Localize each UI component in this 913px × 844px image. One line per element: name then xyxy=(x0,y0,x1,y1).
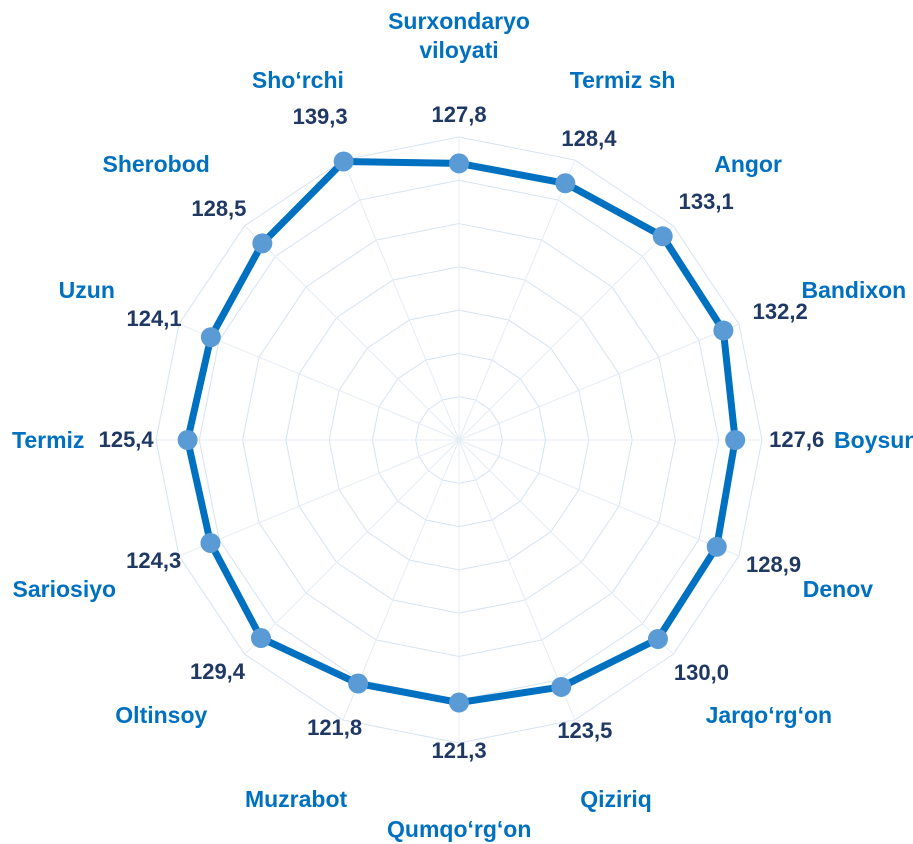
page: (() => { const data = JSON.parse(documen… xyxy=(12,8,913,842)
spoke xyxy=(458,439,674,655)
category-label: Boysun xyxy=(834,426,913,453)
category-label: Oltinsoy xyxy=(115,701,208,728)
value-label: 139,3 xyxy=(292,104,348,130)
marker xyxy=(200,327,221,348)
spoke xyxy=(458,439,740,557)
category-label: Qumqo‘rg‘on xyxy=(387,816,532,842)
value-label: 127,6 xyxy=(769,427,825,452)
category-label: Jarqo‘rg‘on xyxy=(705,701,833,728)
spoke xyxy=(342,159,460,441)
marker xyxy=(177,430,198,450)
category-label: Uzun xyxy=(58,277,115,304)
spoke xyxy=(178,439,460,557)
value-label: 121,8 xyxy=(307,714,363,740)
value-label: 128,4 xyxy=(561,125,617,151)
marker xyxy=(555,173,576,194)
marker xyxy=(333,151,354,172)
value-label: 123,5 xyxy=(557,718,613,744)
marker xyxy=(652,226,673,247)
value-label: 132,2 xyxy=(752,299,808,325)
spoke xyxy=(458,225,674,441)
value-label: 124,1 xyxy=(126,305,182,331)
marker xyxy=(200,532,221,553)
category-label: Termiz xyxy=(12,426,85,453)
marker xyxy=(713,320,734,341)
marker xyxy=(449,692,469,713)
value-label: 121,3 xyxy=(431,737,487,763)
value-label: 128,9 xyxy=(746,552,802,578)
category-label: Sho‘rchi xyxy=(251,66,344,93)
category-label: Sherobod xyxy=(102,151,210,178)
value-label: 133,1 xyxy=(678,189,734,215)
category-label: Termiz sh xyxy=(569,66,676,93)
marker xyxy=(449,153,469,174)
marker xyxy=(348,673,369,694)
value-label: 125,4 xyxy=(98,427,154,452)
spoke xyxy=(458,159,576,441)
value-label: 129,4 xyxy=(189,658,246,684)
spoke xyxy=(244,225,460,441)
marker xyxy=(250,628,271,649)
spoke xyxy=(342,439,460,721)
category-label: Angor xyxy=(714,151,782,178)
marker xyxy=(725,430,746,450)
marker xyxy=(551,676,572,697)
marker xyxy=(706,536,727,557)
value-label: 130,0 xyxy=(673,659,729,685)
category-label: Sariosiyo xyxy=(12,575,117,602)
marker xyxy=(647,628,668,649)
category-label: Muzrabot xyxy=(244,786,348,813)
spoke xyxy=(458,323,740,441)
value-label: 127,8 xyxy=(431,102,487,128)
spoke xyxy=(244,439,460,655)
spoke xyxy=(458,439,576,721)
value-label: 128,5 xyxy=(191,196,247,222)
category-label: Surxondaryo viloyati xyxy=(388,8,530,63)
value-label: 124,3 xyxy=(126,548,182,574)
category-label: Qiziriq xyxy=(580,786,652,813)
marker xyxy=(252,233,273,254)
chart xyxy=(155,136,763,744)
spoke xyxy=(178,323,460,441)
category-label: Bandixon xyxy=(801,277,907,304)
category-label: Denov xyxy=(802,575,874,602)
